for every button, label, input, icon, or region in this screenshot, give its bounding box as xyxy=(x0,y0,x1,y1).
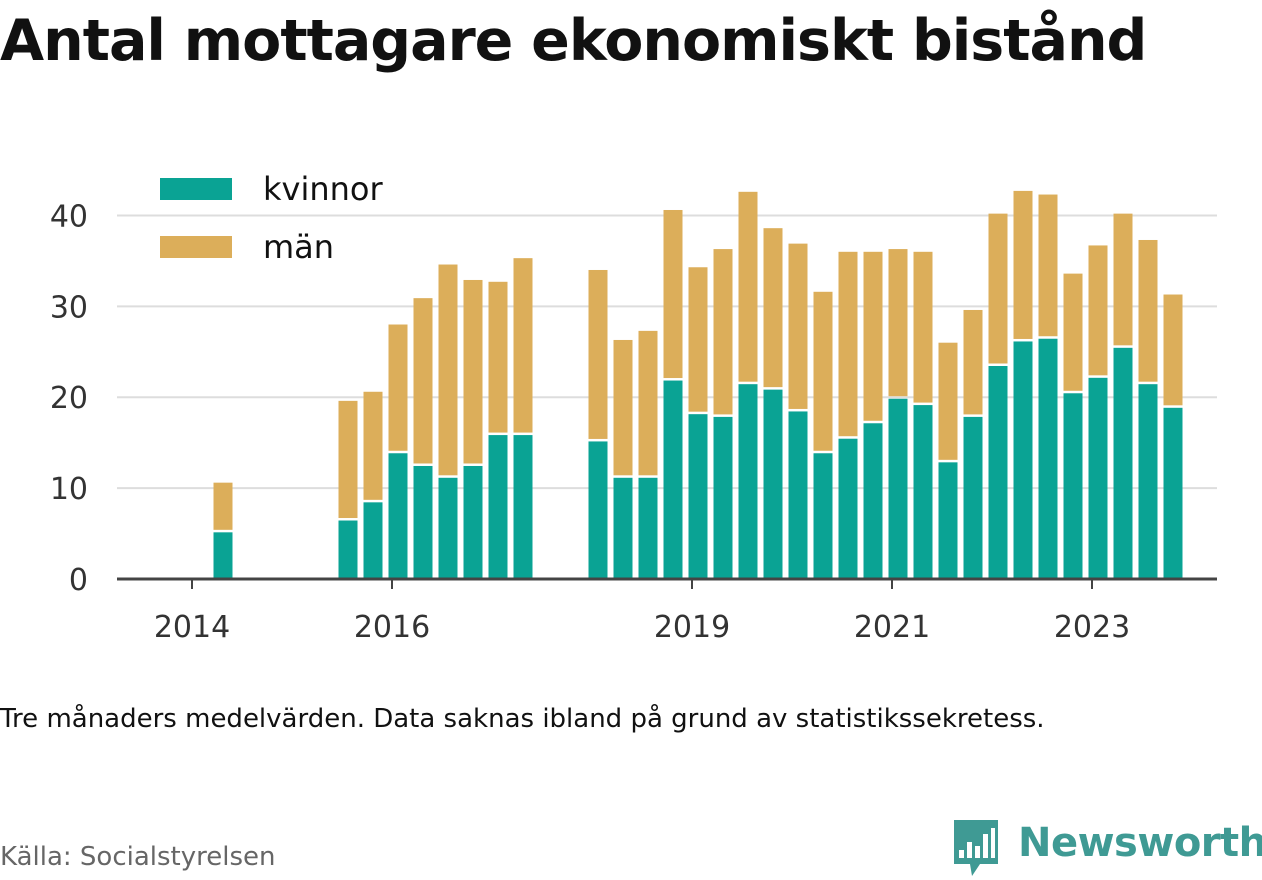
bar-man xyxy=(438,264,458,476)
y-tick-label: 20 xyxy=(50,381,88,416)
bar-kvinnor xyxy=(1013,341,1033,579)
legend-swatch-man xyxy=(160,236,232,258)
bar-kvinnor xyxy=(438,477,458,579)
x-tick-label: 2023 xyxy=(1054,610,1130,645)
bar-kvinnor xyxy=(1038,338,1058,579)
bar-man xyxy=(513,258,533,433)
bar-man xyxy=(813,291,833,451)
bar-kvinnor xyxy=(613,477,633,579)
bar-kvinnor xyxy=(813,453,833,579)
legend-label-kvinnor: kvinnor xyxy=(263,170,384,208)
bar-man xyxy=(363,391,383,500)
bar-man xyxy=(1138,239,1158,382)
bar-kvinnor xyxy=(363,502,383,579)
bar-kvinnor xyxy=(1163,407,1183,579)
bar-man xyxy=(413,298,433,464)
brand-name: Newsworthy xyxy=(1018,820,1262,866)
bar-man xyxy=(838,251,858,437)
stacked-bar-chart: 0 10 20 30 40 2014 2016 2019 2021 2023 kvinnor män xyxy=(50,170,1217,645)
bar-kvinnor xyxy=(838,438,858,579)
bar-kvinnor xyxy=(463,465,483,579)
x-tick-label: 2016 xyxy=(354,610,430,645)
bar-kvinnor xyxy=(1113,347,1133,579)
bar-kvinnor xyxy=(788,411,808,579)
bar-man xyxy=(1013,190,1033,339)
bar-kvinnor xyxy=(488,435,508,579)
bar-kvinnor xyxy=(1138,384,1158,579)
y-tick-label: 10 xyxy=(50,472,88,507)
bar-man xyxy=(338,400,358,519)
bar-kvinnor xyxy=(513,435,533,579)
y-tick-label: 30 xyxy=(50,290,88,325)
bar-kvinnor xyxy=(1063,393,1083,579)
y-tick-label: 0 xyxy=(69,563,88,598)
bar-kvinnor xyxy=(663,380,683,579)
bar-man xyxy=(713,249,733,415)
bar-kvinnor xyxy=(888,398,908,579)
bar-man xyxy=(1063,273,1083,391)
bar-kvinnor xyxy=(1088,377,1108,579)
bar-kvinnor xyxy=(388,453,408,579)
bar-man xyxy=(463,279,483,464)
legend-swatch-kvinnor xyxy=(160,178,232,200)
bar-kvinnor xyxy=(688,414,708,579)
bar-man xyxy=(213,482,233,530)
bar-kvinnor xyxy=(738,384,758,579)
bar-man xyxy=(788,243,808,409)
bar-man xyxy=(688,267,708,412)
bar-kvinnor xyxy=(213,532,233,579)
bar-kvinnor xyxy=(913,405,933,579)
bar-man xyxy=(738,191,758,382)
x-tick-label: 2021 xyxy=(854,610,930,645)
source-credit: Källa: Socialstyrelsen xyxy=(0,842,276,872)
bar-man xyxy=(1038,194,1058,337)
bar-kvinnor xyxy=(763,389,783,579)
bar-man xyxy=(988,213,1008,364)
chart-title: Antal mottagare ekonomiskt bistånd xyxy=(0,8,1147,74)
x-tick-label: 2019 xyxy=(654,610,730,645)
bar-man xyxy=(913,251,933,403)
y-tick-label: 40 xyxy=(50,199,88,234)
bar-chart-speech-bubble-icon xyxy=(954,820,998,876)
bar-man xyxy=(888,249,908,397)
bar-man xyxy=(938,342,958,460)
bar-man xyxy=(388,324,408,451)
x-tick-label: 2014 xyxy=(154,610,230,645)
bar-man xyxy=(763,228,783,388)
bar-man xyxy=(638,330,658,476)
bar-kvinnor xyxy=(638,477,658,579)
bar-man xyxy=(1163,294,1183,406)
bar-kvinnor xyxy=(988,366,1008,579)
legend-label-man: män xyxy=(263,228,334,266)
bar-man xyxy=(963,309,983,415)
bar-kvinnor xyxy=(413,465,433,579)
bar-kvinnor xyxy=(338,520,358,579)
bar-man xyxy=(613,339,633,476)
bar-kvinnor xyxy=(713,416,733,579)
bar-man xyxy=(1113,213,1133,346)
bar-man xyxy=(663,209,683,379)
bar-kvinnor xyxy=(938,462,958,579)
chart-note: Tre månaders medelvärden. Data saknas ib… xyxy=(0,704,1045,734)
bar-kvinnor xyxy=(588,441,608,579)
bar-man xyxy=(1088,245,1108,376)
bar-man xyxy=(488,281,508,433)
bar-kvinnor xyxy=(863,423,883,579)
bar-man xyxy=(588,269,608,439)
bar-kvinnor xyxy=(963,416,983,579)
bar-man xyxy=(863,251,883,421)
